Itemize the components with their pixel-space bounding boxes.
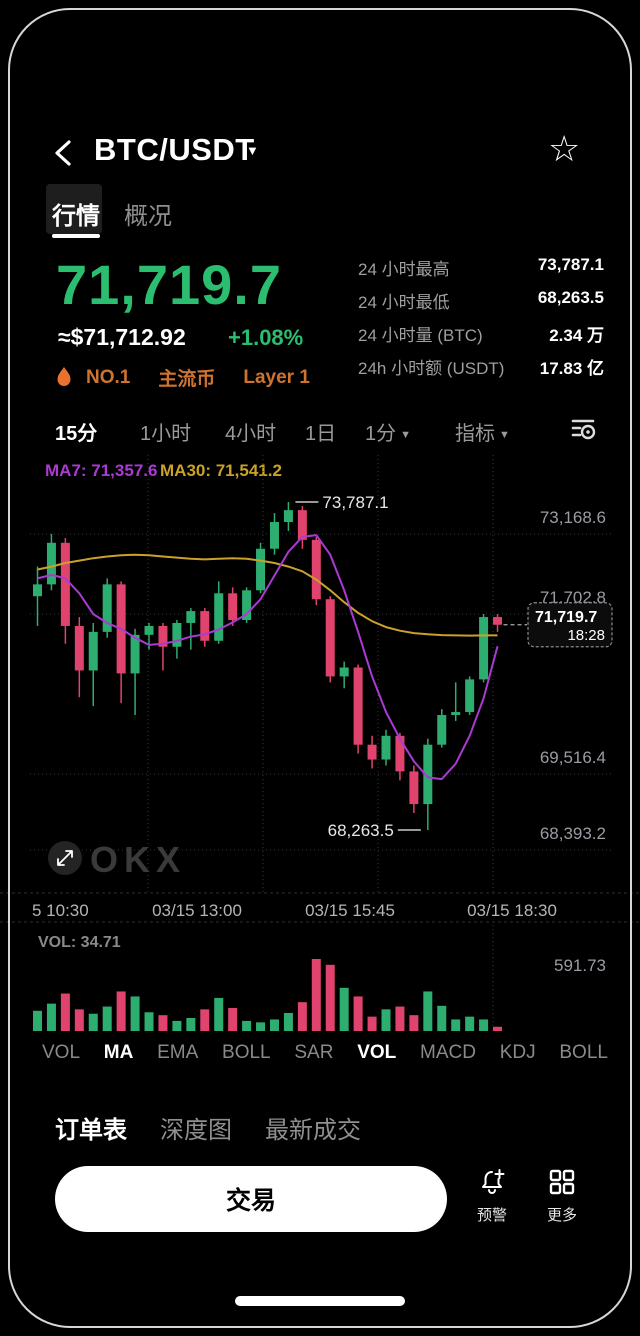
svg-text:68,393.2: 68,393.2 [540, 824, 606, 843]
stat-label: 24 小时最低 [358, 293, 450, 312]
tab-overview[interactable]: 概况 [124, 203, 172, 230]
indicator-macd[interactable]: MACD [420, 1042, 476, 1063]
tab-depth-chart[interactable]: 深度图 [160, 1117, 232, 1144]
bell-plus-icon [482, 1169, 505, 1194]
timeframe-1h[interactable]: 1小时 [140, 423, 192, 445]
home-indicator [235, 1296, 405, 1306]
svg-text:03/15 13:00: 03/15 13:00 [152, 901, 242, 920]
timeframe-1d[interactable]: 1日 [305, 423, 337, 445]
more-label: 更多 [546, 1207, 577, 1224]
last-price: 71,719.7 [56, 253, 282, 316]
indicator-vol-sub[interactable]: VOL [357, 1042, 397, 1063]
current-price-tag[interactable]: 71,719.718:28 [527, 602, 613, 648]
svg-text:68,263.5: 68,263.5 [328, 821, 394, 840]
timeframe-dropdown[interactable]: 1分 ▼ [365, 417, 411, 446]
stat-label: 24 小时量 (BTC) [358, 326, 483, 345]
stat-row: 24 小时最低 68,263.5 [358, 288, 604, 313]
badges-row: NO.1 主流币 Layer 1 [56, 364, 324, 391]
indicator-ema[interactable]: EMA [157, 1042, 199, 1063]
stat-value: 73,787.1 [537, 255, 604, 274]
chevron-down-icon: ▼ [400, 429, 412, 441]
pair-dropdown-caret-icon[interactable]: ▼ [246, 143, 259, 158]
chart-settings-icon[interactable] [568, 414, 598, 444]
timeframe-dropdown-label: 1分 [365, 423, 397, 445]
svg-text:18:28: 18:28 [567, 627, 605, 644]
svg-text:03/15 15:45: 03/15 15:45 [305, 901, 395, 920]
alert-label: 预警 [476, 1207, 507, 1224]
tab-latest-trades[interactable]: 最新成交 [265, 1117, 361, 1144]
svg-text:VOL: 34.71: VOL: 34.71 [38, 934, 121, 951]
ma7-legend: MA7: 71,357.6 [45, 461, 158, 480]
tab-active-underline [52, 234, 100, 238]
alert-button[interactable]: 预警 [462, 1168, 522, 1225]
stat-value: 68,263.5 [537, 288, 604, 307]
tab-highlight [46, 184, 102, 234]
volume-chart[interactable]: VOL: 34.71 591.73 [0, 925, 640, 1035]
more-button[interactable]: 更多 [532, 1168, 592, 1225]
stat-label: 24h 小时额 (USDT) [358, 359, 505, 378]
stat-label: 24 小时最高 [358, 260, 450, 279]
trade-button[interactable]: 交易 [55, 1166, 447, 1232]
tab-order-book[interactable]: 订单表 [55, 1117, 127, 1144]
indicator-tabs: VOL MA EMA BOLL SAR VOL MACD KDJ BOLL [42, 1042, 608, 1064]
badge-layer[interactable]: Layer 1 [243, 366, 310, 388]
indicator-dropdown-label: 指标 [455, 423, 495, 445]
candlestick-chart[interactable]: 73,168.671,702.869,516.468,393.2OKX73,78… [0, 455, 640, 925]
indicator-boll-sub[interactable]: BOLL [559, 1042, 608, 1063]
indicator-vol[interactable]: VOL [42, 1042, 81, 1063]
page-title: BTC/USDT [94, 132, 255, 167]
stat-row: 24 小时量 (BTC) 2.34 万 [358, 321, 604, 346]
tab-market[interactable]: 行情 [52, 203, 100, 230]
okx-watermark: OKX [90, 839, 186, 880]
chevron-down-icon: ▼ [499, 429, 510, 441]
badge-rank[interactable]: NO.1 [86, 366, 131, 388]
favorite-star-icon[interactable]: ☆ [548, 128, 581, 169]
badge-category[interactable]: 主流币 [158, 369, 216, 390]
ma30-legend: MA30: 71,541.2 [160, 461, 282, 480]
svg-text:03/15 18:30: 03/15 18:30 [467, 901, 557, 920]
back-icon[interactable] [50, 138, 78, 168]
svg-text:71,719.7: 71,719.7 [535, 609, 597, 626]
stat-row: 24h 小时额 (USDT) 17.83 亿 [358, 354, 604, 379]
grid-icon [549, 1169, 575, 1195]
svg-text:5 10:30: 5 10:30 [32, 901, 89, 920]
svg-text:591.73: 591.73 [554, 956, 606, 975]
svg-text:69,516.4: 69,516.4 [540, 748, 606, 767]
expand-chart-button[interactable] [48, 841, 82, 875]
svg-text:73,787.1: 73,787.1 [322, 493, 388, 512]
indicator-boll[interactable]: BOLL [222, 1042, 271, 1063]
indicator-kdj[interactable]: KDJ [499, 1042, 536, 1063]
stat-value: 17.83 亿 [539, 359, 604, 378]
indicator-sar[interactable]: SAR [294, 1042, 334, 1063]
price-change: +1.08% [228, 325, 304, 350]
svg-text:OKX: OKX [90, 839, 186, 880]
svg-text:73,168.6: 73,168.6 [540, 508, 606, 527]
indicator-ma[interactable]: MA [103, 1042, 134, 1063]
indicator-dropdown[interactable]: 指标 ▼ [455, 417, 510, 446]
timeframe-4h[interactable]: 4小时 [225, 423, 277, 445]
fiat-price: ≈$71,712.92 [58, 324, 186, 350]
flame-icon [57, 367, 71, 386]
stat-value: 2.34 万 [549, 326, 604, 345]
stats-panel: 24 小时最高 73,787.1 24 小时最低 68,263.5 24 小时量… [358, 255, 604, 387]
stat-row: 24 小时最高 73,787.1 [358, 255, 604, 280]
timeframe-15m[interactable]: 15分 [55, 423, 98, 445]
